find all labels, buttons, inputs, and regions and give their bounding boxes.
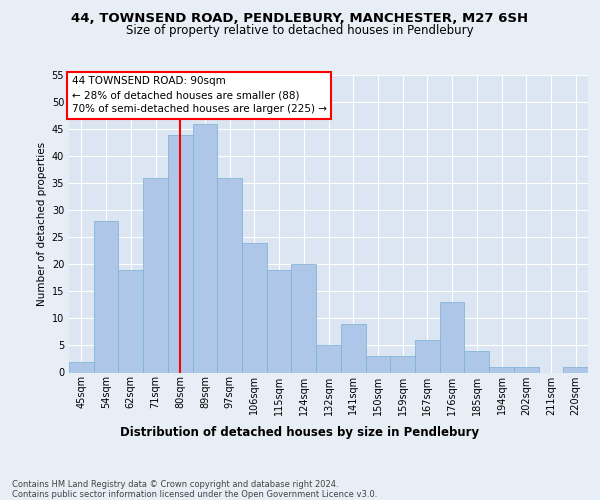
Bar bbox=[341, 324, 365, 372]
Bar bbox=[292, 264, 316, 372]
Text: Distribution of detached houses by size in Pendlebury: Distribution of detached houses by size … bbox=[121, 426, 479, 439]
Bar bbox=[316, 346, 341, 372]
Bar bbox=[267, 270, 292, 372]
Text: 44, TOWNSEND ROAD, PENDLEBURY, MANCHESTER, M27 6SH: 44, TOWNSEND ROAD, PENDLEBURY, MANCHESTE… bbox=[71, 12, 529, 26]
Bar bbox=[118, 270, 143, 372]
Bar bbox=[217, 178, 242, 372]
Bar bbox=[193, 124, 217, 372]
Bar bbox=[464, 351, 489, 372]
Bar bbox=[489, 367, 514, 372]
Bar bbox=[94, 221, 118, 372]
Bar bbox=[415, 340, 440, 372]
Text: 44 TOWNSEND ROAD: 90sqm
← 28% of detached houses are smaller (88)
70% of semi-de: 44 TOWNSEND ROAD: 90sqm ← 28% of detache… bbox=[71, 76, 326, 114]
Bar bbox=[242, 242, 267, 372]
Bar bbox=[143, 178, 168, 372]
Bar bbox=[390, 356, 415, 372]
Bar bbox=[168, 134, 193, 372]
Y-axis label: Number of detached properties: Number of detached properties bbox=[37, 142, 47, 306]
Bar bbox=[365, 356, 390, 372]
Bar bbox=[563, 367, 588, 372]
Bar bbox=[440, 302, 464, 372]
Bar bbox=[69, 362, 94, 372]
Text: Contains HM Land Registry data © Crown copyright and database right 2024.
Contai: Contains HM Land Registry data © Crown c… bbox=[12, 480, 377, 499]
Bar bbox=[514, 367, 539, 372]
Text: Size of property relative to detached houses in Pendlebury: Size of property relative to detached ho… bbox=[126, 24, 474, 37]
